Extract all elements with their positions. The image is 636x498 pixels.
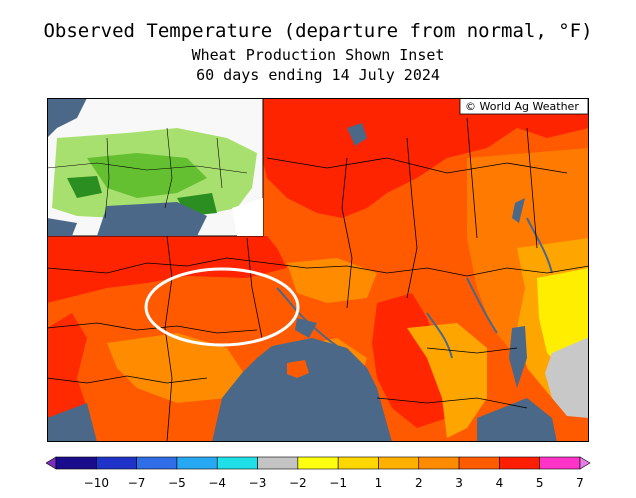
inset-baltic-sea (47, 98, 87, 138)
legend-tick-label: −10 (84, 476, 109, 490)
legend-tick-label: 7 (576, 476, 584, 490)
black-sea (212, 338, 392, 442)
lake-ladoga (347, 123, 367, 146)
hot-region-north (247, 98, 589, 218)
legend-swatch (418, 456, 460, 470)
don-river (426, 312, 453, 359)
legend-swatch (216, 456, 258, 470)
wheat-production-inset (47, 98, 264, 237)
azov-sea (295, 318, 317, 338)
temperature-legend: −10−7−5−4−3−2−112345710 (46, 456, 591, 490)
legend-tick-label: 4 (496, 476, 504, 490)
caspian-south (477, 398, 557, 442)
legend-swatch (378, 456, 420, 470)
hot-region-south-central (372, 293, 457, 428)
legend-swatch (176, 456, 218, 470)
legend-tick-label: −5 (168, 476, 186, 490)
orange-region-south (107, 333, 247, 403)
no-data-region-east (545, 338, 589, 418)
hot-region-west (47, 236, 287, 303)
legend-tick-labels: −10−7−5−4−3−2−112345710 (84, 476, 584, 490)
inset-black-sea (97, 202, 207, 236)
map-title: Observed Temperature (departure from nor… (43, 20, 593, 42)
legend-swatch (458, 456, 500, 470)
legend-tick-label: −4 (208, 476, 226, 490)
map-period: 60 days ending 14 July 2024 (196, 66, 440, 84)
mediterranean-sea (47, 403, 97, 442)
legend-tick-label: 2 (415, 476, 423, 490)
legend-swatch (55, 456, 97, 470)
legend-swatch (96, 456, 137, 470)
legend-tick-label: −3 (249, 476, 267, 490)
inset-no-data (232, 198, 263, 236)
legend-tick-label: −2 (289, 476, 307, 490)
inset-wheat-dense (87, 153, 207, 198)
volga-river (466, 277, 498, 334)
inset-wheat-hotspot-west (67, 176, 102, 198)
caspian-sea (509, 326, 527, 388)
legend-swatch (136, 456, 178, 470)
ural-river (526, 217, 553, 274)
legend-color-bar (46, 456, 591, 470)
hot-region-southwest (47, 313, 87, 433)
orange-region-ukraine (287, 258, 377, 303)
credit-text: © World Ag Weather (465, 100, 579, 113)
map-subtitle: Wheat Production Shown Inset (191, 46, 445, 64)
volga-reservoir (512, 198, 525, 223)
legend-swatch (257, 456, 299, 470)
legend-tick-label: 3 (455, 476, 463, 490)
legend-swatch (499, 456, 540, 470)
crimea (287, 360, 309, 378)
legend-tick-label: 5 (536, 476, 544, 490)
map-frame (47, 98, 589, 442)
legend-tick-label: −1 (329, 476, 347, 490)
dnieper-river (276, 287, 338, 347)
legend-tick-label: 1 (375, 476, 383, 490)
legend-arrow-high (579, 456, 591, 470)
inset-sea-southwest (47, 218, 77, 236)
legend-swatch (297, 456, 339, 470)
temperature-departure-map: © World Ag Weather (47, 98, 589, 442)
legend-swatch (337, 456, 379, 470)
legend-tick-label: −7 (128, 476, 146, 490)
wheat-region-highlight-ellipse (144, 267, 300, 347)
legend-swatch (539, 456, 581, 470)
legend-arrow-low (46, 456, 57, 470)
